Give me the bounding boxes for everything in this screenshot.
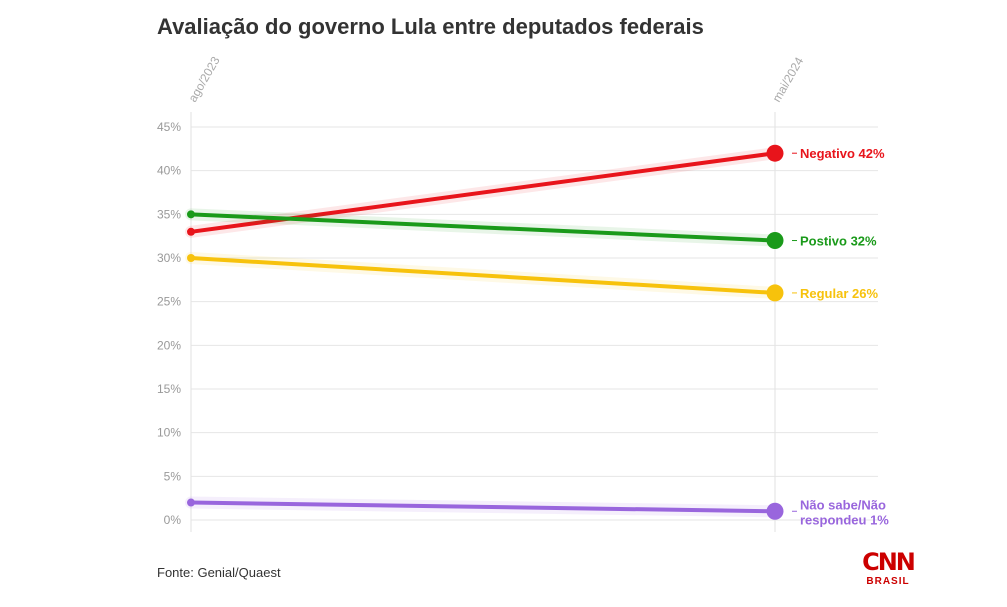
source-note: Fonte: Genial/Quaest — [157, 565, 281, 580]
series-end-point — [766, 144, 784, 162]
series-end-label: Não sabe/Não respondeu 1% — [800, 497, 889, 527]
series-end-point — [766, 502, 784, 520]
y-tick-label: 20% — [157, 338, 181, 352]
y-tick-label: 15% — [157, 382, 181, 396]
series-start-point — [187, 210, 195, 219]
y-tick-label: 10% — [157, 426, 181, 440]
y-tick-label: 35% — [157, 207, 181, 221]
series-end-label-line: Negativo 42% — [800, 146, 885, 161]
series-end-point — [766, 232, 784, 250]
series-start-point — [187, 254, 195, 262]
y-tick-label: 5% — [164, 469, 182, 483]
series-end-label: Regular 26% — [800, 286, 878, 301]
series-start-point — [187, 498, 195, 507]
y-tick-label: 30% — [157, 251, 181, 265]
y-tick-label: 0% — [164, 513, 182, 527]
series-line — [189, 500, 777, 514]
chart-title: Avaliação do governo Lula entre deputado… — [157, 14, 704, 39]
y-tick-label: 25% — [157, 295, 181, 309]
y-tick-label: 45% — [157, 120, 181, 134]
cnn-brasil-logo: CNN BRASIL — [858, 549, 918, 593]
series-line — [189, 212, 777, 243]
x-tick-label: mai/2024 — [769, 54, 806, 104]
cnn-logo-subtitle: BRASIL — [866, 576, 910, 587]
series-group: Postivo 32% — [185, 208, 877, 250]
series-end-label-line: Postivo 32% — [800, 234, 877, 249]
grid: 0% 5% 10% 15% 20% 25% 30% 35% 40% 45% — [157, 120, 878, 527]
series-start-point — [187, 227, 195, 236]
series-end-label: Postivo 32% — [800, 234, 877, 249]
series-group: Regular 26% — [185, 252, 878, 302]
cnn-logo-mark: CNN — [862, 548, 916, 576]
series-end-label-line: Não sabe/Não — [800, 497, 886, 512]
series-end-label-line: respondeu 1% — [800, 512, 889, 527]
y-tick-label: 40% — [157, 164, 181, 178]
series-end-point — [766, 284, 784, 302]
series: Negativo 42% Postivo 32% Regular 26% Não sa… — [185, 144, 889, 527]
series-group: Não sabe/Não respondeu 1% — [185, 496, 889, 527]
series-end-label: Negativo 42% — [800, 146, 885, 161]
x-tick-label: ago/2023 — [185, 54, 222, 105]
series-end-label-line: Regular 26% — [800, 286, 878, 301]
series-line — [189, 256, 777, 295]
